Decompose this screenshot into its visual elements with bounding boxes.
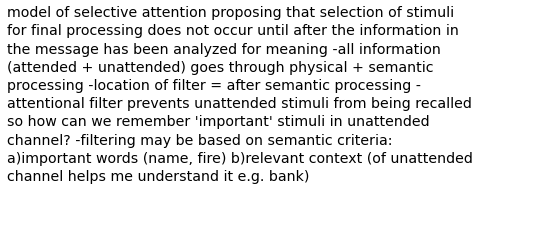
Text: model of selective attention proposing that selection of stimuli
for final proce: model of selective attention proposing t… bbox=[7, 6, 473, 183]
